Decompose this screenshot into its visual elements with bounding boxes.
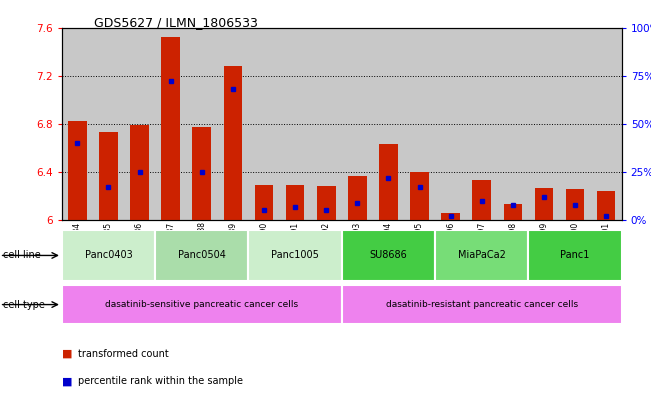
Bar (124, 28, 155, 220)
Bar (286, 185, 305, 220)
Bar (590, 28, 622, 220)
Bar (597, 191, 615, 220)
Bar (249, 230, 342, 281)
Bar (435, 230, 529, 281)
Bar (255, 185, 273, 220)
Bar (279, 28, 311, 220)
Bar (379, 144, 398, 220)
Bar (68, 121, 87, 220)
Bar (529, 230, 622, 281)
Bar (497, 28, 529, 220)
Bar (161, 37, 180, 220)
Bar (342, 230, 435, 281)
Bar (62, 28, 93, 220)
Bar (249, 28, 279, 220)
Bar (473, 180, 491, 220)
Text: ■: ■ (62, 349, 72, 359)
Bar (93, 28, 124, 220)
Bar (534, 187, 553, 220)
Bar (99, 132, 118, 220)
Bar (441, 213, 460, 220)
Text: dasatinib-resistant pancreatic cancer cells: dasatinib-resistant pancreatic cancer ce… (385, 300, 578, 309)
Text: GDS5627 / ILMN_1806533: GDS5627 / ILMN_1806533 (94, 16, 258, 29)
Text: MiaPaCa2: MiaPaCa2 (458, 250, 506, 261)
Bar (559, 28, 590, 220)
Bar (342, 285, 622, 324)
Text: percentile rank within the sample: percentile rank within the sample (78, 376, 243, 386)
Bar (155, 230, 249, 281)
Text: cell type: cell type (3, 299, 45, 310)
Bar (435, 28, 466, 220)
Bar (62, 285, 342, 324)
Bar (155, 28, 186, 220)
Bar (466, 28, 497, 220)
Bar (217, 28, 249, 220)
Text: cell line: cell line (3, 250, 41, 261)
Text: Panc0403: Panc0403 (85, 250, 132, 261)
Bar (566, 189, 585, 220)
Bar (193, 127, 211, 220)
Text: Panc1: Panc1 (561, 250, 590, 261)
Bar (348, 176, 367, 220)
Text: dasatinib-sensitive pancreatic cancer cells: dasatinib-sensitive pancreatic cancer ce… (105, 300, 298, 309)
Bar (186, 28, 217, 220)
Text: Panc1005: Panc1005 (271, 250, 319, 261)
Bar (62, 230, 155, 281)
Bar (223, 66, 242, 220)
Bar (311, 28, 342, 220)
Text: ■: ■ (62, 376, 72, 386)
Bar (317, 186, 335, 220)
Bar (529, 28, 559, 220)
Text: transformed count: transformed count (78, 349, 169, 359)
Text: Panc0504: Panc0504 (178, 250, 226, 261)
Bar (342, 28, 373, 220)
Bar (410, 172, 429, 220)
Bar (503, 204, 522, 220)
Bar (373, 28, 404, 220)
Bar (404, 28, 435, 220)
Text: SU8686: SU8686 (370, 250, 408, 261)
Bar (130, 125, 149, 220)
